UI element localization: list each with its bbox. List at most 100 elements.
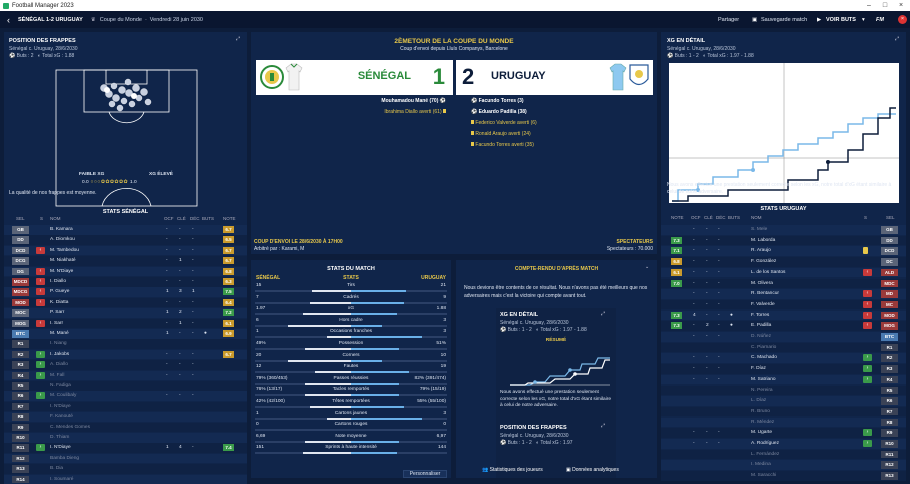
sub-arrow-icon[interactable]: ‹ (36, 267, 45, 275)
sub-arrow-icon[interactable]: › (36, 361, 45, 369)
sub-arrow-icon[interactable]: ‹ (863, 311, 872, 319)
player-row[interactable]: 7.3 4 - - ● F. Torres ‹ MOD (661, 310, 906, 321)
minimize-icon[interactable]: – (867, 2, 871, 9)
player-row[interactable]: 6.8 - - - F. González DC (661, 257, 906, 267)
player-name[interactable]: R. Méndez (751, 419, 775, 425)
sub-arrow-icon[interactable]: › (36, 444, 45, 452)
share-button[interactable]: Partager (718, 16, 740, 23)
analytics-link[interactable]: ▣ Données analytiques (566, 467, 619, 473)
player-name[interactable]: E. Padilla (751, 323, 772, 329)
player-row[interactable]: - - - M. Satriano › R4 (661, 374, 906, 385)
sub-arrow-icon[interactable]: › (863, 375, 872, 383)
player-row[interactable]: 7.1 - - - R. Araujo DCD (661, 246, 906, 256)
dropdown-icon[interactable]: ▾ (862, 16, 865, 23)
player-name[interactable]: M. Saracchi (751, 473, 777, 479)
player-row[interactable]: R9 C. Mendes Gomes (4, 422, 247, 433)
player-name[interactable]: I. Sarr (50, 320, 64, 326)
player-row[interactable]: I. Medina R12 (661, 460, 906, 470)
player-name[interactable]: F. Valverde (751, 301, 775, 307)
player-row[interactable]: DG ‹ M. N'Diaye - - - 6.8 (4, 266, 247, 277)
player-name[interactable]: R. Araujo (751, 248, 771, 254)
player-name[interactable]: I. Medina (751, 462, 771, 468)
player-row[interactable]: R. Bruno R7 (661, 406, 906, 417)
sub-arrow-icon[interactable]: ‹ (36, 298, 45, 306)
player-row[interactable]: - - - F. Valverde ‹ MC (661, 299, 906, 310)
player-row[interactable]: N. Pereira R5 (661, 385, 906, 395)
player-name[interactable]: D. Thiam (50, 435, 70, 440)
player-stats-link[interactable]: 👥 Statistiques des joueurs (482, 467, 543, 473)
player-name[interactable]: B. Dia (50, 466, 64, 472)
player-row[interactable]: R4 › M. Fall - - - (4, 370, 247, 381)
player-row[interactable]: 7.3 - - - M. Laborda DD (661, 235, 906, 246)
player-name[interactable]: B. Kamara (50, 227, 73, 232)
player-name[interactable]: C. Machado (751, 355, 777, 361)
player-name[interactable]: I. Jakobs (50, 351, 70, 357)
back-icon[interactable]: ‹ (7, 14, 10, 25)
player-row[interactable]: GB B. Kamara - - - 6.7 (4, 225, 247, 235)
player-row[interactable]: R11 › I. N'Diaye 1 4 - 7.4 (4, 443, 247, 453)
expand-icon[interactable]: ⤢ (895, 36, 900, 42)
expand-icon[interactable]: ⤢ (236, 36, 241, 42)
player-name[interactable]: F. González (751, 259, 777, 265)
player-name[interactable]: C. Mendes Gomes (50, 424, 90, 430)
sub-arrow-icon[interactable]: › (863, 354, 872, 362)
player-name[interactable]: M. Niakhaté (50, 258, 76, 264)
player-row[interactable]: - - - S. Mele GB (661, 225, 906, 235)
player-name[interactable]: D. Núñez (751, 334, 771, 339)
sub-arrow-icon[interactable]: ‹ (863, 290, 872, 298)
player-row[interactable]: R13 B. Dia (4, 464, 247, 474)
player-row[interactable]: R5 N. Fadiga (4, 381, 247, 391)
sub-arrow-icon[interactable]: › (863, 440, 872, 447)
player-row[interactable]: R12 Bamba Dieng (4, 453, 247, 464)
player-row[interactable]: - - - R. Bentancur ‹ MD (661, 289, 906, 299)
player-name[interactable]: M. Satriano (751, 376, 776, 382)
player-row[interactable]: R2 › I. Jakobs - - - 6.7 (4, 349, 247, 360)
player-row[interactable]: MOD ‹ K. Diatta - - - 6.4 (4, 297, 247, 308)
player-row[interactable]: - - - A. Rodríguez › R10 (661, 439, 906, 449)
expand-icon[interactable]: ⤢ (601, 423, 606, 429)
player-row[interactable]: DCD ‹ M. Tambedou - - - 6.7 (4, 245, 247, 256)
view-goals-button[interactable]: VOIR BUTS (826, 16, 856, 23)
player-row[interactable]: R10 D. Thiam (4, 433, 247, 443)
player-name[interactable]: M. Mané (50, 331, 69, 336)
player-name[interactable]: L. de los Santos (751, 269, 786, 275)
player-name[interactable]: I. N'Diaye (50, 403, 71, 409)
away-team-name[interactable]: URUGUAY (491, 70, 546, 82)
player-row[interactable]: DD A. Diomkou - - - 6.5 (4, 235, 247, 245)
sub-arrow-icon[interactable]: ‹ (36, 246, 45, 254)
player-name[interactable]: A. Diomkou (50, 237, 75, 243)
player-name[interactable]: N. Fadiga (50, 383, 71, 388)
player-row[interactable]: - - - M. Ugarte › R9 (661, 428, 906, 438)
player-name[interactable]: A. Diallo (50, 362, 68, 368)
player-name[interactable]: M. Tambedou (50, 247, 79, 253)
expand-icon[interactable]: ⤢ (601, 311, 606, 317)
sub-arrow-icon[interactable]: › (36, 371, 45, 379)
sub-arrow-icon[interactable]: ‹ (863, 268, 872, 276)
competition-link[interactable]: Coupe du Monde (99, 16, 142, 23)
player-name[interactable]: A. Rodríguez (751, 441, 779, 446)
player-row[interactable]: R6 › M. Coulibaly - - - (4, 391, 247, 401)
player-row[interactable]: MDCG ‹ P. Gueye 1 3 1 7.5 (4, 287, 247, 297)
player-name[interactable]: R. Bruno (751, 408, 770, 414)
player-name[interactable]: I. Niang (50, 341, 67, 347)
sub-arrow-icon[interactable]: ‹ (36, 288, 45, 296)
player-name[interactable]: M. Fall (50, 372, 65, 378)
player-name[interactable]: P. Gueye (50, 289, 70, 295)
player-row[interactable]: R8 F. Kanouté (4, 412, 247, 422)
player-name[interactable]: Bamba Dieng (50, 455, 80, 461)
player-row[interactable]: L. Díaz R6 (661, 396, 906, 406)
player-row[interactable]: R1 I. Niang (4, 339, 247, 349)
collapse-icon[interactable]: ⌄ (645, 264, 650, 270)
sub-arrow-icon[interactable]: › (863, 365, 872, 373)
player-row[interactable]: C. Piarnario R1 (661, 342, 906, 353)
player-name[interactable]: M. N'Diaye (50, 268, 74, 274)
player-name[interactable]: M. Laborda (751, 237, 776, 243)
sub-arrow-icon[interactable]: › (36, 350, 45, 358)
player-name[interactable]: M. Ugarte (751, 430, 773, 436)
player-name[interactable]: N. Pereira (751, 387, 773, 393)
player-row[interactable]: L. Fernández R11 (661, 449, 906, 460)
player-row[interactable]: - - - C. Machado › R2 (661, 353, 906, 363)
player-row[interactable]: MOC P. Sarr 1 2 - 7.2 (4, 308, 247, 318)
player-name[interactable]: P. Sarr (50, 310, 65, 316)
close-match-icon[interactable]: × (898, 15, 907, 24)
